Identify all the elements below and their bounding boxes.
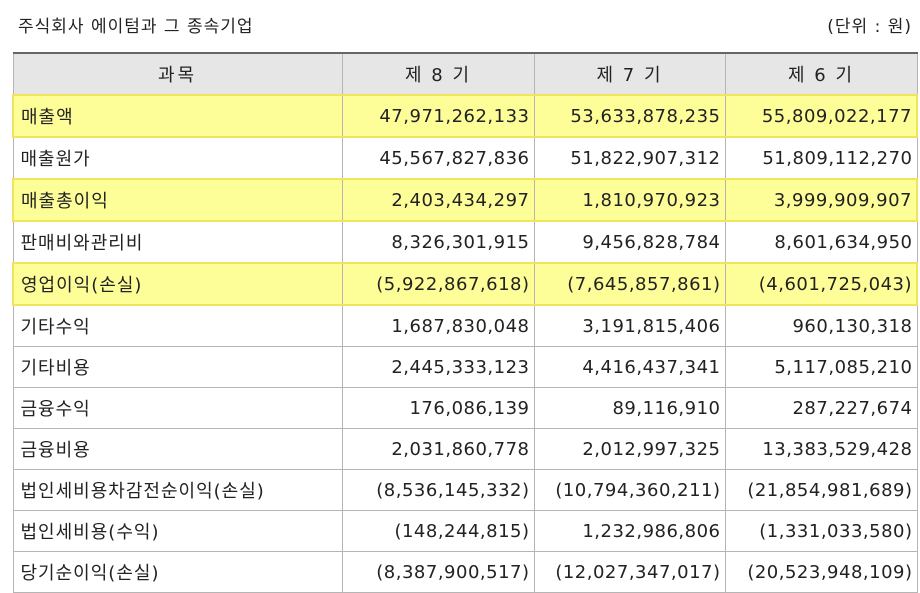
row-value: (5,922,867,618) — [341, 262, 535, 306]
row-label: 매출액 — [12, 94, 343, 138]
row-value: (21,854,981,689) — [724, 469, 918, 511]
row-value: 287,227,674 — [724, 387, 918, 429]
row-value: (12,027,347,017) — [533, 551, 726, 593]
row-label: 영업이익(손실) — [12, 262, 343, 306]
income-statement-table: 과목 제 8 기 제 7 기 제 6 기 매출액 47,971,262,133 53… — [12, 52, 918, 593]
row-value: (1,331,033,580) — [724, 510, 918, 552]
table-row: 영업이익(손실) (5,922,867,618) (7,645,857,861) (4… — [12, 262, 918, 306]
table-row: 매출액 47,971,262,133 53,633,878,235 55,809,02… — [12, 94, 918, 138]
row-label: 법인세비용차감전순이익(손실) — [12, 469, 343, 511]
table-row: 법인세비용(수익) (148,244,815) 1,232,986,806 (1,33… — [12, 510, 918, 552]
row-value: 8,326,301,915 — [341, 220, 535, 264]
row-label: 당기순이익(손실) — [12, 551, 343, 593]
header-row: 과목 제 8 기 제 7 기 제 6 기 — [12, 52, 918, 96]
row-value: 3,999,909,907 — [724, 178, 918, 222]
financial-statement: 주식회사 에이텀과 그 종속기업 (단위 : 원) 과목 제 8 기 제 7 기… — [12, 17, 918, 593]
column-header-period-7: 제 7 기 — [533, 52, 726, 96]
row-value: 45,567,827,836 — [341, 136, 535, 180]
company-title: 주식회사 에이텀과 그 종속기업 — [18, 17, 254, 37]
row-value: (148,244,815) — [341, 510, 535, 552]
row-value: 960,130,318 — [724, 304, 918, 347]
row-label: 기타비용 — [12, 346, 343, 388]
row-value: 53,633,878,235 — [533, 94, 726, 138]
table-row: 법인세비용차감전순이익(손실) (8,536,145,332) (10,794,36… — [12, 469, 918, 511]
row-label: 기타수익 — [12, 304, 343, 347]
row-value: (7,645,857,861) — [533, 262, 726, 306]
row-value: (8,536,145,332) — [341, 469, 535, 511]
column-header-period-6: 제 6 기 — [724, 52, 918, 96]
table-row: 금융비용 2,031,860,778 2,012,997,325 13,383,529… — [12, 428, 918, 470]
row-value: 3,191,815,406 — [533, 304, 726, 347]
table-row: 금융수익 176,086,139 89,116,910 287,227,674 — [12, 387, 918, 429]
row-value: 2,403,434,297 — [341, 178, 535, 222]
row-value: 55,809,022,177 — [724, 94, 918, 138]
table-row: 기타수익 1,687,830,048 3,191,815,406 960,130,31… — [12, 304, 918, 347]
row-label: 법인세비용(수익) — [12, 510, 343, 552]
row-label: 금융비용 — [12, 428, 343, 470]
table-row: 매출원가 45,567,827,836 51,822,907,312 51,809,1… — [12, 136, 918, 180]
row-value: (4,601,725,043) — [724, 262, 918, 306]
row-value: 1,232,986,806 — [533, 510, 726, 552]
row-label: 금융수익 — [12, 387, 343, 429]
row-value: 51,809,112,270 — [724, 136, 918, 180]
table-row: 판매비와관리비 8,326,301,915 9,456,828,784 8,601,6… — [12, 220, 918, 264]
row-value: 13,383,529,428 — [724, 428, 918, 470]
row-value: 1,687,830,048 — [341, 304, 535, 347]
row-value: (8,387,900,517) — [341, 551, 535, 593]
row-value: 2,012,997,325 — [533, 428, 726, 470]
row-value: 89,116,910 — [533, 387, 726, 429]
row-value: 47,971,262,133 — [341, 94, 535, 138]
row-value: 5,117,085,210 — [724, 346, 918, 388]
table-row: 기타비용 2,445,333,123 4,416,437,341 5,117,085,… — [12, 346, 918, 388]
column-header-period-8: 제 8 기 — [341, 52, 535, 96]
row-value: (10,794,360,211) — [533, 469, 726, 511]
row-value: 9,456,828,784 — [533, 220, 726, 264]
row-value: 51,822,907,312 — [533, 136, 726, 180]
row-label: 판매비와관리비 — [12, 220, 343, 264]
row-label: 매출총이익 — [12, 178, 343, 222]
row-value: 1,810,970,923 — [533, 178, 726, 222]
table-row: 매출총이익 2,403,434,297 1,810,970,923 3,999,909… — [12, 178, 918, 222]
row-value: 8,601,634,950 — [724, 220, 918, 264]
row-value: 4,416,437,341 — [533, 346, 726, 388]
row-value: 2,445,333,123 — [341, 346, 535, 388]
row-value: 176,086,139 — [341, 387, 535, 429]
row-value: 2,031,860,778 — [341, 428, 535, 470]
row-value: (20,523,948,109) — [724, 551, 918, 593]
column-header-item: 과목 — [12, 52, 343, 96]
unit-label: (단위 : 원) — [827, 17, 912, 37]
row-label: 매출원가 — [12, 136, 343, 180]
table-row: 당기순이익(손실) (8,387,900,517) (12,027,347,017)… — [12, 551, 918, 593]
